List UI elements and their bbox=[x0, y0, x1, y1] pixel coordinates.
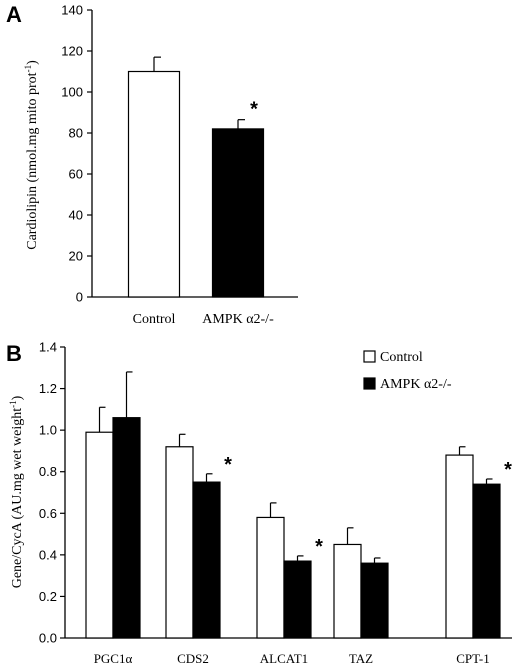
panel-b-y-axis-label: Gene/CycA (AU.mg wet weight-1) bbox=[8, 395, 25, 588]
panel-a-y-axis-label: Cardiolipin (nmol.mg mito prot-1) bbox=[23, 60, 40, 250]
panel-b-category-label: CDS2 bbox=[177, 651, 209, 666]
panel-b-category-label: CPT-1 bbox=[456, 651, 489, 666]
panel-a-bars: * bbox=[127, 56, 265, 298]
panel-b-bar bbox=[360, 562, 389, 639]
panel-b-label: B bbox=[6, 341, 22, 366]
panel-a-bar bbox=[211, 128, 265, 298]
panel-b-bar bbox=[333, 543, 362, 639]
panel-b-legend-label: AMPK α2-/- bbox=[380, 377, 452, 392]
panel-b-significance-marker: * bbox=[224, 454, 232, 476]
panel-b-bar bbox=[445, 454, 474, 639]
panel-b-legend: Control AMPK α2-/- bbox=[363, 350, 452, 392]
panel-b-y-tick-label: 1.2 bbox=[39, 381, 57, 396]
panel-b-y-tick-label: 1.0 bbox=[39, 423, 57, 438]
panel-a-y-tick-label: 140 bbox=[61, 3, 83, 18]
panel-b-bar bbox=[192, 481, 221, 639]
panel-a-significance-marker: * bbox=[250, 99, 258, 121]
panel-b-y-tick-label: 0.2 bbox=[39, 589, 57, 604]
panel-b-bar bbox=[85, 431, 114, 639]
panel-a-y-tick-label: 40 bbox=[69, 208, 83, 223]
panel-a-y-tick-label: 60 bbox=[69, 167, 83, 182]
panel-b-category-label: ALCAT1 bbox=[260, 651, 308, 666]
panel-a-y-tick-label: 120 bbox=[61, 44, 83, 59]
panel-a-x-labels: Control AMPK α2-/- bbox=[133, 312, 274, 327]
panel-a: A Cardiolipin (nmol.mg mito prot-1) 0 20 4… bbox=[6, 2, 298, 327]
panel-b-legend-label: Control bbox=[380, 350, 423, 365]
panel-b-y-tick-label: 0.6 bbox=[39, 506, 57, 521]
panel-b-bars: * * * bbox=[85, 371, 512, 639]
panel-b-legend-swatch bbox=[363, 350, 376, 363]
panel-b-bar bbox=[283, 560, 312, 639]
panel-a-y-tick-label: 0 bbox=[76, 290, 83, 305]
panel-b-y-tick-label: 0.0 bbox=[39, 631, 57, 646]
panel-b-y-ticks: 0.0 0.2 0.4 0.6 0.8 1.0 1.2 1.4 bbox=[39, 340, 65, 646]
panel-a-y-tick-label: 20 bbox=[69, 249, 83, 264]
panel-b-x-labels: PGC1α CDS2 ALCAT1 TAZ CPT-1 bbox=[94, 651, 490, 666]
panel-b: B Gene/CycA (AU.mg wet weight-1) 0.00.20… bbox=[6, 340, 512, 667]
panel-b-category-label: PGC1α bbox=[94, 651, 133, 666]
panel-a-label: A bbox=[6, 2, 22, 27]
panel-b-y-tick-label: 1.4 bbox=[39, 340, 57, 355]
panel-a-y-tick-label: 100 bbox=[61, 85, 83, 100]
panel-a-category-label: Control bbox=[133, 312, 176, 327]
panel-b-legend-swatch bbox=[363, 377, 376, 390]
panel-b-bar bbox=[256, 516, 285, 639]
panel-b-bar bbox=[165, 446, 194, 639]
panel-b-significance-marker: * bbox=[315, 536, 323, 558]
panel-b-y-tick-label: 0.8 bbox=[39, 464, 57, 479]
panel-b-significance-marker: * bbox=[504, 459, 512, 481]
panel-a-y-tick-label: 80 bbox=[69, 126, 83, 141]
panel-a-axes bbox=[91, 10, 298, 298]
panel-a-y-ticks: 0 20 40 60 80 100 120 140 bbox=[61, 3, 92, 305]
panel-a-bar bbox=[127, 70, 181, 298]
panel-a-category-label: AMPK α2-/- bbox=[202, 312, 274, 327]
panel-b-category-label: TAZ bbox=[349, 651, 373, 666]
panel-b-y-tick-label: 0.4 bbox=[39, 547, 57, 562]
panel-b-bar bbox=[472, 483, 501, 639]
panel-b-bar bbox=[112, 417, 141, 639]
